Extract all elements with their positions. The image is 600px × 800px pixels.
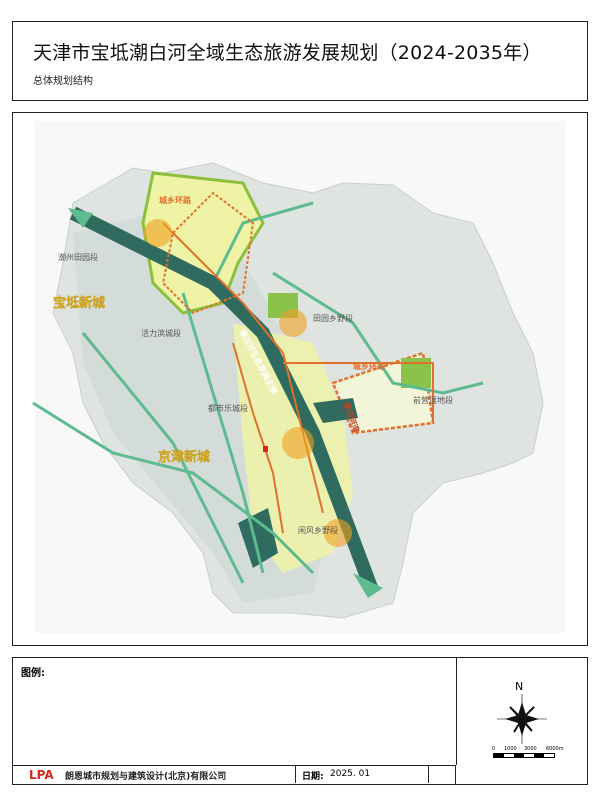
map-frame: 潮州田园段 活力滨城段 田园乡野段 前营湿地段 都市乐城段 闲风乡野段 宝坻新城…	[12, 112, 588, 646]
label-seg-dushi: 都市乐城段	[208, 403, 248, 413]
wetland-patch	[238, 508, 278, 568]
compass-rose-icon	[497, 694, 547, 744]
scale-label: 1000	[504, 746, 517, 752]
company-name: 朗恩城市规划与建筑设计(北京)有限公司	[65, 772, 227, 782]
planning-map: 潮州田园段 活力滨城段 田园乡野段 前营湿地段 都市乐城段 闲风乡野段 宝坻新城…	[32, 121, 565, 633]
north-label: N	[515, 680, 524, 693]
label-baodi-new-city: 宝坻新城	[53, 295, 105, 311]
ring-roads	[161, 191, 434, 534]
legend-title: 图例:	[21, 668, 45, 679]
label-ring-north: 城乡环路	[159, 195, 192, 205]
label-jingjin-new-city: 京津新城	[158, 449, 210, 465]
label-ring-east: 城乡环路	[353, 361, 386, 371]
label-seg-south: 闲风乡野段	[298, 525, 338, 535]
scale-label: 3000	[524, 746, 537, 752]
tourism-nodes	[144, 219, 352, 547]
legend-area: 图例:	[13, 658, 457, 765]
label-seg-nw: 潮州田园段	[58, 252, 98, 262]
company-logo: LPA	[29, 768, 54, 782]
label-seg-huoli: 活力滨城段	[141, 328, 181, 338]
lake-patch	[313, 398, 358, 423]
title-block: 天津市宝坻潮白河全域生态旅游发展规划（2024-2035年） 总体规划结构	[12, 21, 588, 101]
date-cell: 日期: 2025. 01	[295, 766, 429, 783]
label-seg-east: 前营湿地段	[413, 395, 453, 405]
label-seg-tianyuan: 田园乡野段	[313, 313, 353, 323]
axis-arrow-northwest	[68, 208, 93, 228]
green-corridors	[32, 201, 484, 584]
scale-label: 6000m	[546, 746, 564, 752]
legend-footer-block: 图例: LPA 朗恩城市规划与建筑设计(北京)有限公司 日期: 2025. 01…	[12, 657, 588, 785]
date-value: 2025. 01	[330, 769, 371, 779]
scale-label: 0	[492, 746, 496, 752]
page-title: 天津市宝坻潮白河全域生态旅游发展规划（2024-2035年）	[33, 42, 542, 64]
date-label: 日期:	[302, 772, 324, 782]
axis-arrow-south	[353, 573, 383, 598]
footer-bar: LPA 朗恩城市规划与建筑设计(北京)有限公司 日期: 2025. 01	[13, 765, 456, 784]
scale-bar	[493, 753, 555, 758]
compass-area: N 0 1000 3000 6000m	[458, 658, 587, 784]
page-subtitle: 总体规划结构	[33, 76, 93, 87]
